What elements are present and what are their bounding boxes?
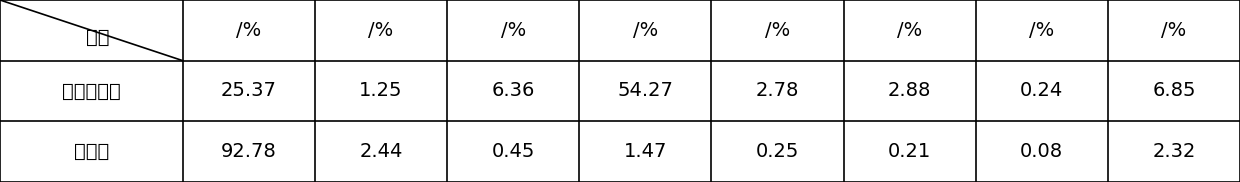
Text: 2.78: 2.78 bbox=[756, 82, 799, 100]
Text: 54.27: 54.27 bbox=[618, 82, 673, 100]
Text: 2.32: 2.32 bbox=[1152, 142, 1195, 161]
Text: /%: /% bbox=[501, 21, 526, 40]
Text: /%: /% bbox=[1029, 21, 1054, 40]
Text: 0.45: 0.45 bbox=[491, 142, 534, 161]
Text: 1.25: 1.25 bbox=[360, 82, 403, 100]
Text: 6.85: 6.85 bbox=[1152, 82, 1195, 100]
Text: /%: /% bbox=[1162, 21, 1187, 40]
Text: /%: /% bbox=[632, 21, 658, 40]
Text: /%: /% bbox=[765, 21, 790, 40]
Text: 烧结法赤泥: 烧结法赤泥 bbox=[62, 82, 120, 100]
Text: 25.37: 25.37 bbox=[221, 82, 277, 100]
Text: 6.36: 6.36 bbox=[491, 82, 534, 100]
Text: 2.44: 2.44 bbox=[360, 142, 403, 161]
Text: 2.88: 2.88 bbox=[888, 82, 931, 100]
Text: 92.78: 92.78 bbox=[221, 142, 277, 161]
Text: 1.47: 1.47 bbox=[624, 142, 667, 161]
Text: 0.08: 0.08 bbox=[1021, 142, 1064, 161]
Text: 0.25: 0.25 bbox=[756, 142, 799, 161]
Text: /%: /% bbox=[237, 21, 262, 40]
Text: 0.21: 0.21 bbox=[888, 142, 931, 161]
Text: /%: /% bbox=[897, 21, 923, 40]
Text: 石英砂: 石英砂 bbox=[73, 142, 109, 161]
Text: 0.24: 0.24 bbox=[1021, 82, 1064, 100]
Text: /%: /% bbox=[368, 21, 393, 40]
Text: 原料: 原料 bbox=[86, 28, 109, 47]
